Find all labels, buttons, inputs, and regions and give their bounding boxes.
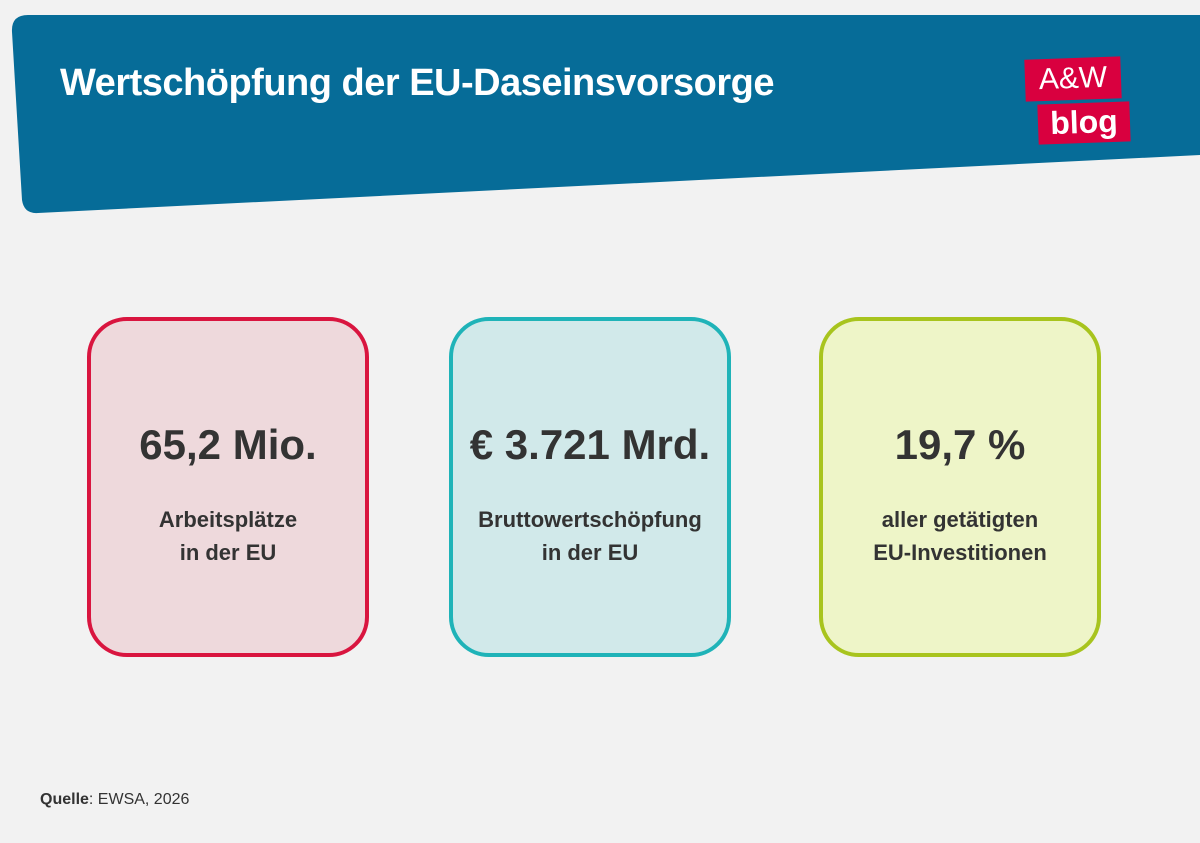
card: 19,7 % aller getätigten EU-Investitionen (819, 317, 1101, 657)
logo-bottom: blog (1037, 101, 1131, 145)
card-value: 19,7 % (894, 421, 1026, 468)
card-label: Bruttowertschöpfung (478, 507, 702, 532)
source-text: : EWSA, 2026 (88, 791, 190, 808)
card-value: € 3.721 Mrd. (469, 421, 711, 468)
card-label: Arbeitsplätze (158, 507, 298, 532)
card-value: 65,2 Mio. (139, 421, 317, 468)
card: € 3.721 Mrd. Bruttowertschöpfung in der … (449, 317, 731, 657)
title: Wertschöpfung der EU-Daseinsvorsorge (60, 62, 775, 104)
logo-top: A&W (1024, 56, 1122, 102)
card-label: EU-Investitionen (873, 540, 1047, 565)
header-band (11, 15, 1200, 214)
source: Quelle: EWSA, 2026 (40, 791, 189, 809)
card: 65,2 Mio. Arbeitsplätze in der EU (87, 317, 369, 657)
card-label: aller getätigten (881, 507, 1039, 532)
card-label: in der EU (541, 540, 639, 565)
card-label: in der EU (179, 540, 277, 565)
header-shape (11, 15, 1200, 214)
source-label: Quelle (40, 791, 89, 808)
